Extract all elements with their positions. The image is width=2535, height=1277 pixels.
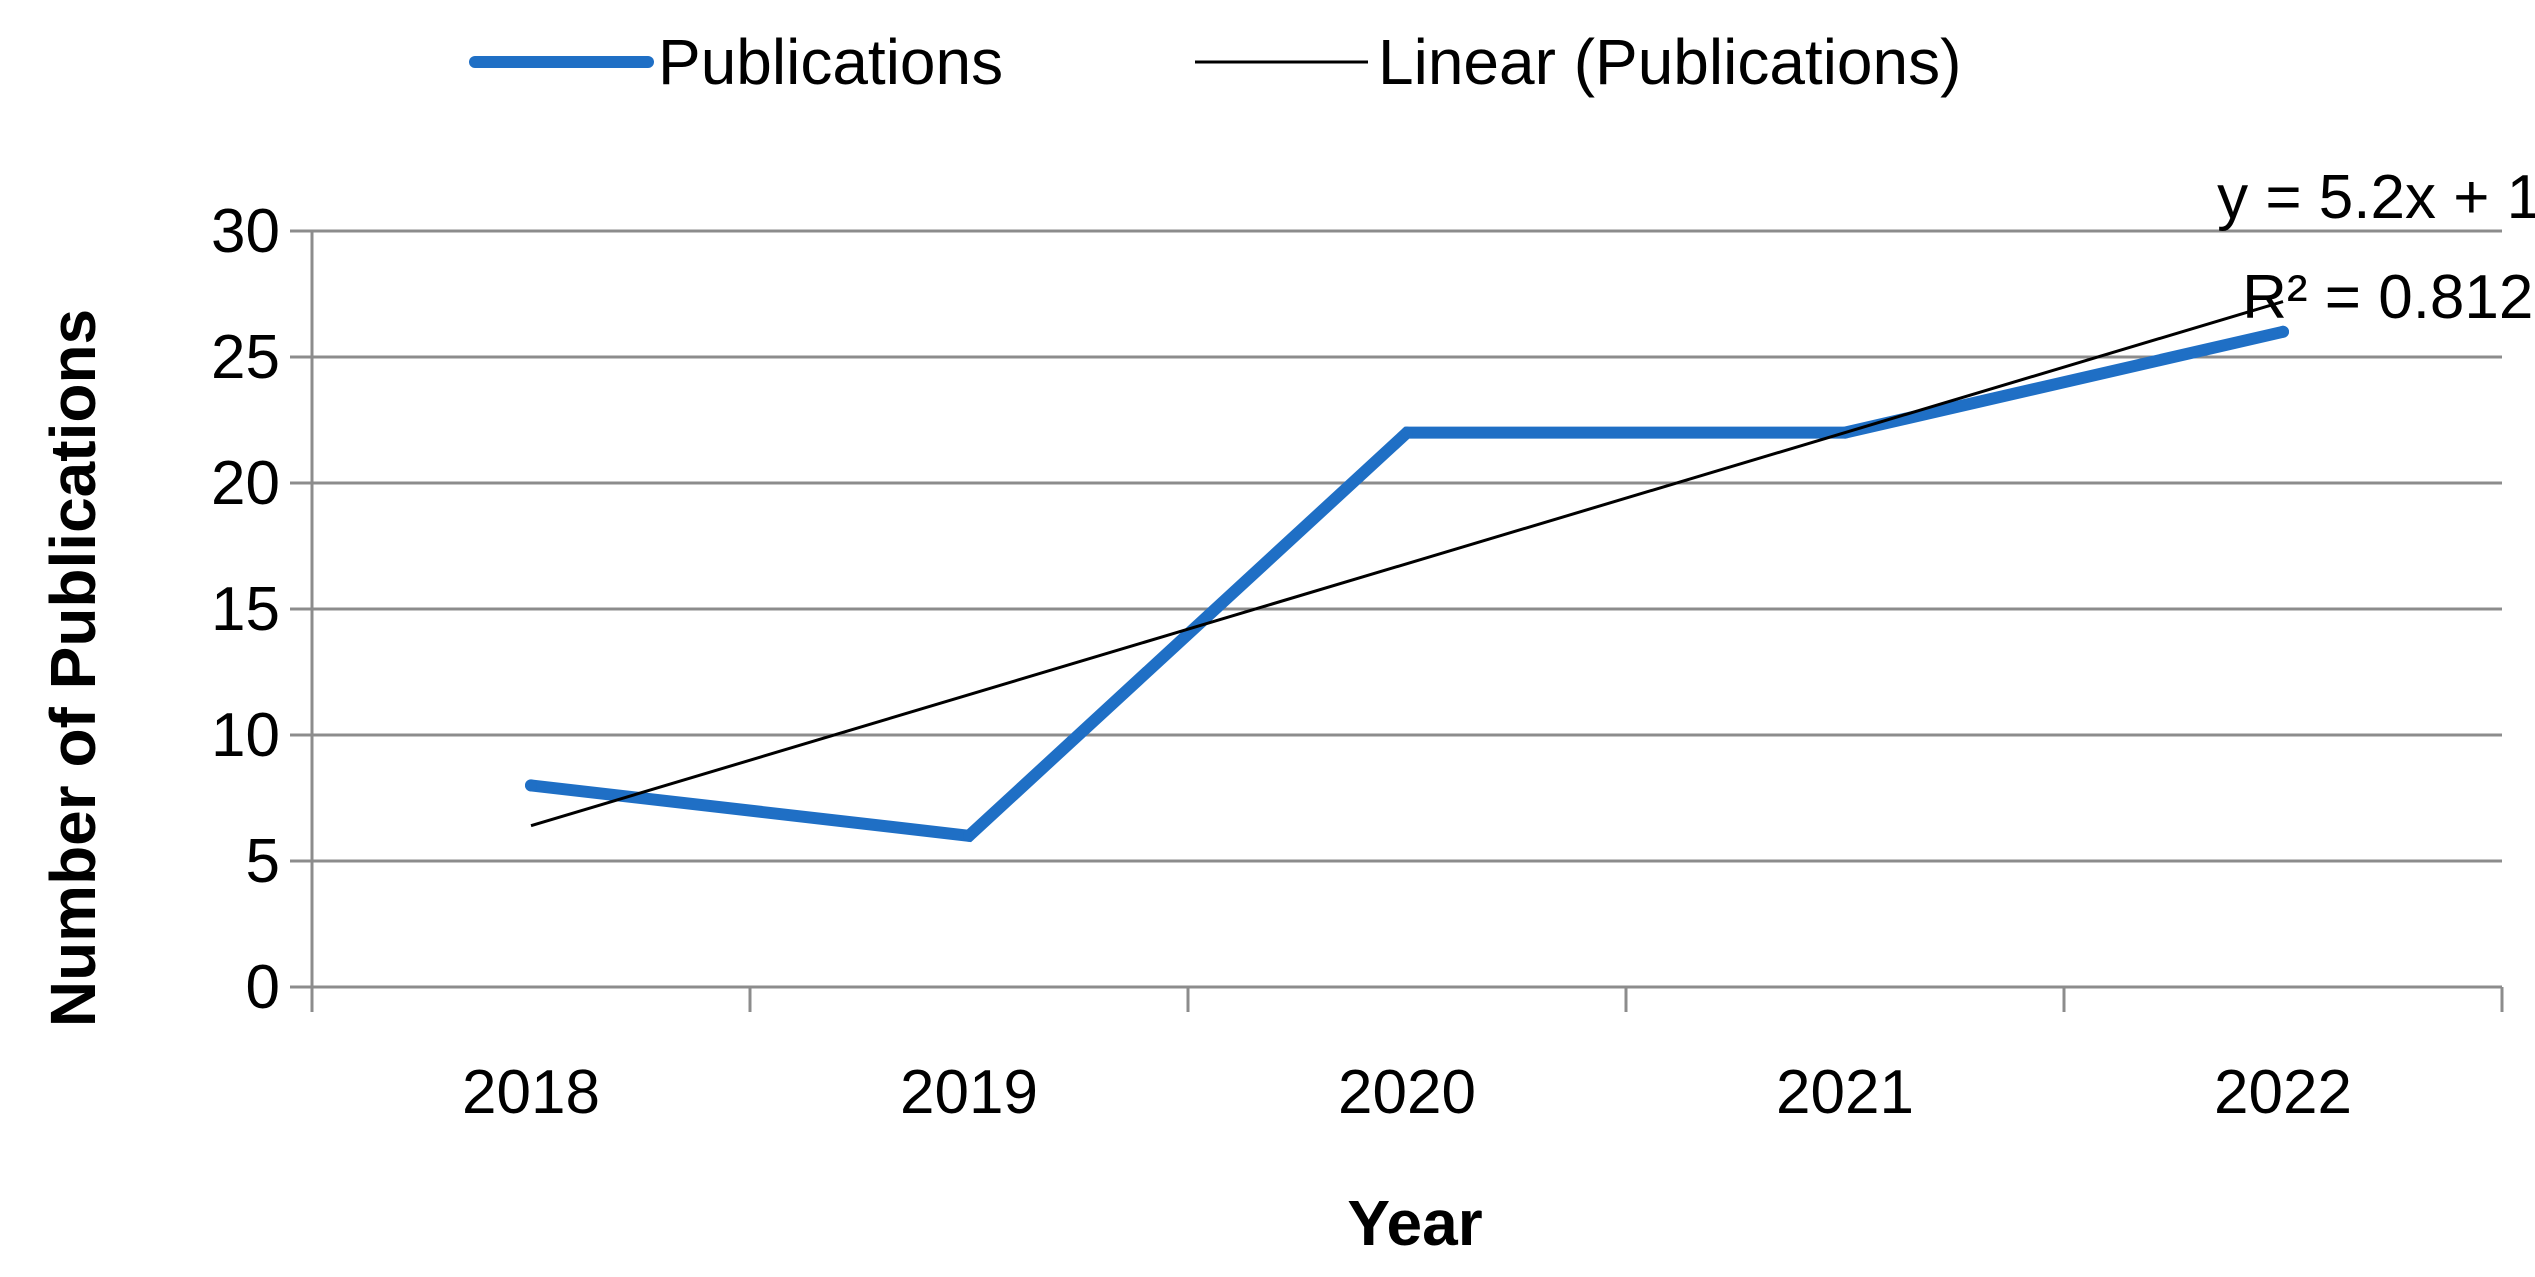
x-tick-label-2019: 2019 bbox=[900, 1058, 1038, 1127]
trendline-equation: y = 5.2x + 1.2 bbox=[2217, 163, 2535, 232]
x-tick-label-2022: 2022 bbox=[2214, 1058, 2352, 1127]
x-tick-labels: 2018 2019 2020 2021 2022 bbox=[462, 1058, 2352, 1127]
data-point-2020 bbox=[1401, 426, 1413, 439]
trendline bbox=[530, 300, 2284, 828]
y-tick-labels: 0 5 10 15 20 25 30 bbox=[211, 197, 280, 1022]
y-tick-label-0: 0 bbox=[246, 953, 280, 1022]
trendline-line bbox=[530, 300, 2284, 828]
trendline-r-squared: R² = 0.8125 bbox=[2242, 263, 2535, 332]
legend-label-publications: Publications bbox=[658, 26, 1003, 98]
data-point-2018 bbox=[525, 779, 537, 792]
y-tick-label-10: 10 bbox=[211, 701, 280, 770]
series-line-publications bbox=[525, 325, 2289, 843]
y-tick-label-15: 15 bbox=[211, 575, 280, 644]
x-axis-title: Year bbox=[1347, 1187, 1482, 1259]
data-point-2022 bbox=[2277, 325, 2289, 338]
gridlines bbox=[312, 229, 2502, 863]
y-tick-label-20: 20 bbox=[211, 449, 280, 518]
x-tick-label-2018: 2018 bbox=[462, 1058, 600, 1127]
x-tick-label-2020: 2020 bbox=[1338, 1058, 1476, 1127]
series bbox=[525, 325, 2289, 843]
y-tick-label-5: 5 bbox=[246, 827, 280, 896]
legend: Publications Linear (Publications) bbox=[469, 26, 1961, 98]
y-tick-label-30: 30 bbox=[211, 197, 280, 266]
data-point-2019 bbox=[963, 829, 975, 842]
y-axis-title: Number of Publications bbox=[37, 309, 109, 1027]
y-tick-label-25: 25 bbox=[211, 323, 280, 392]
x-tick-label-2021: 2021 bbox=[1776, 1058, 1914, 1127]
legend-label-trendline: Linear (Publications) bbox=[1378, 26, 1961, 98]
axes bbox=[290, 229, 2504, 1012]
